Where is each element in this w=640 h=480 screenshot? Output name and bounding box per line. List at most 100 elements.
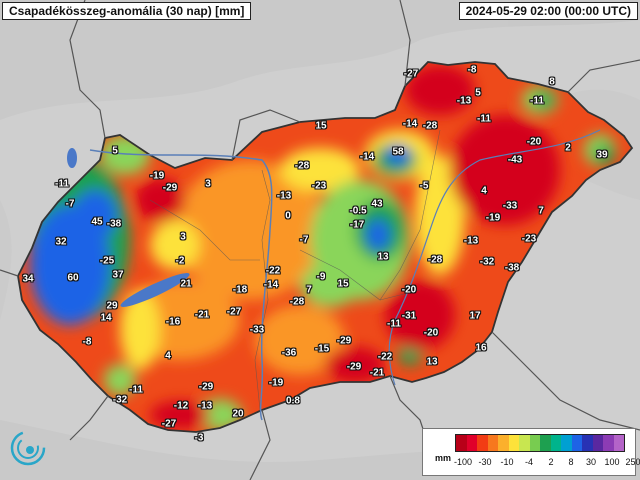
anomaly-value-label: -19 (149, 170, 165, 182)
anomaly-value-label: 60 (67, 272, 79, 284)
anomaly-value-label: -13 (276, 190, 292, 202)
anomaly-value-label: -13 (197, 400, 213, 412)
anomaly-value-label: 2 (565, 142, 571, 154)
legend-swatch (561, 435, 572, 451)
anomaly-value-label: 8 (549, 76, 555, 88)
legend-unit: mm (435, 453, 452, 463)
anomaly-value-label: 0 (285, 210, 291, 222)
legend-swatch (456, 435, 467, 451)
anomaly-value-label: -8 (82, 336, 92, 348)
anomaly-value-label: 4 (481, 185, 487, 197)
anomaly-value-label: 17 (469, 310, 481, 322)
anomaly-value-label: 39 (596, 149, 608, 161)
anomaly-value-label: -13 (463, 235, 479, 247)
legend: mm -100 -30 -10 -4 2 8 30 100 250 (422, 428, 640, 476)
anomaly-value-label: 5 (475, 87, 481, 99)
anomaly-value-label: -15 (314, 343, 330, 355)
legend-tick-label: -4 (524, 457, 534, 467)
anomaly-value-label: -31 (401, 310, 417, 322)
legend-tick-label: 8 (568, 457, 574, 467)
legend-ticks: -100 -30 -10 -4 2 8 30 100 250 (449, 457, 640, 471)
legend-swatch (529, 435, 540, 451)
anomaly-value-label: 7 (538, 205, 544, 217)
anomaly-value-label: 32 (55, 236, 67, 248)
anomaly-value-label: -20 (423, 327, 439, 339)
anomaly-value-label: -11 (530, 95, 544, 107)
anomaly-value-label: 4 (165, 350, 171, 362)
anomaly-value-label: -23 (521, 233, 537, 245)
legend-swatch (540, 435, 551, 451)
anomaly-value-label: -16 (165, 316, 181, 328)
anomaly-value-label: -14 (402, 118, 418, 130)
anomaly-value-label: -11 (55, 178, 69, 190)
map-title: Csapadékösszeg-anomália (30 nap) [mm] (2, 2, 252, 20)
timestamp: 2024-05-29 02:00 (00:00 UTC) (458, 2, 638, 20)
anomaly-value-label: 3 (180, 231, 186, 243)
anomaly-value-label: -28 (294, 160, 310, 172)
anomaly-value-label: -33 (502, 200, 518, 212)
anomaly-value-label: -14 (263, 279, 279, 291)
anomaly-value-label: -2 (175, 255, 185, 267)
anomaly-value-label: 34 (22, 273, 34, 285)
anomaly-value-label: -29 (336, 335, 352, 347)
anomaly-value-label: 15 (337, 278, 349, 290)
anomaly-value-label: -29 (346, 361, 362, 373)
legend-swatch (487, 435, 498, 451)
legend-swatch (613, 435, 624, 451)
anomaly-value-label: -28 (427, 254, 443, 266)
anomaly-value-label: 20 (232, 408, 244, 420)
anomaly-value-label: -11 (387, 318, 401, 330)
anomaly-value-label: 0.8 (286, 395, 300, 407)
anomaly-value-label: -21 (369, 367, 385, 379)
anomaly-value-label: -3 (194, 432, 204, 444)
anomaly-value-label: -29 (162, 182, 178, 194)
anomaly-value-label: -43 (507, 154, 523, 166)
anomaly-value-label: -36 (281, 347, 297, 359)
met-service-logo-icon (10, 430, 46, 466)
anomaly-value-label: -8 (467, 64, 477, 76)
legend-tick-label: -30 (478, 457, 492, 467)
anomaly-value-label: -9 (316, 271, 326, 283)
legend-color-bar (455, 434, 625, 452)
anomaly-value-label: 3 (205, 178, 211, 190)
anomaly-value-label: -27 (226, 306, 242, 318)
anomaly-value-label: 45 (91, 216, 103, 228)
county-borders (149, 129, 441, 411)
legend-tick-label: 2 (548, 457, 554, 467)
anomaly-value-label: -5 (419, 180, 429, 192)
country-border (17, 61, 634, 433)
legend-tick-label: 250 (625, 457, 640, 467)
anomaly-value-label: 58 (392, 146, 404, 158)
legend-swatch (508, 435, 519, 451)
legend-tick-label: 30 (585, 457, 597, 467)
legend-tick-label: 100 (604, 457, 620, 467)
anomaly-value-label: -33 (249, 324, 265, 336)
anomaly-value-label: -11 (477, 113, 491, 125)
anomaly-value-label: 21 (180, 278, 192, 290)
legend-swatch (582, 435, 593, 451)
legend-swatch (477, 435, 488, 451)
lake-neusiedl (67, 148, 77, 168)
anomaly-value-label: 16 (475, 342, 487, 354)
anomaly-value-label: -11 (129, 384, 143, 396)
legend-tick-label: -100 (453, 457, 473, 467)
anomaly-value-label: 13 (426, 356, 438, 368)
anomaly-value-label: -27 (161, 418, 177, 430)
anomaly-value-label: -19 (268, 377, 284, 389)
tisza-river (388, 129, 601, 386)
anomaly-value-label: 43 (371, 198, 383, 210)
anomaly-value-label: -29 (198, 381, 214, 393)
anomaly-value-label: -22 (377, 351, 393, 363)
anomaly-value-label: -0.5 (349, 205, 367, 217)
lake-balaton (120, 273, 190, 307)
anomaly-value-label: -12 (173, 400, 189, 412)
legend-swatch (592, 435, 603, 451)
legend-swatch (603, 435, 614, 451)
anomaly-value-label: -7 (65, 198, 75, 210)
anomaly-value-label: -20 (526, 136, 542, 148)
anomaly-value-label: -38 (106, 218, 122, 230)
anomaly-value-label: -32 (479, 256, 495, 268)
anomaly-value-label: -32 (112, 394, 128, 406)
